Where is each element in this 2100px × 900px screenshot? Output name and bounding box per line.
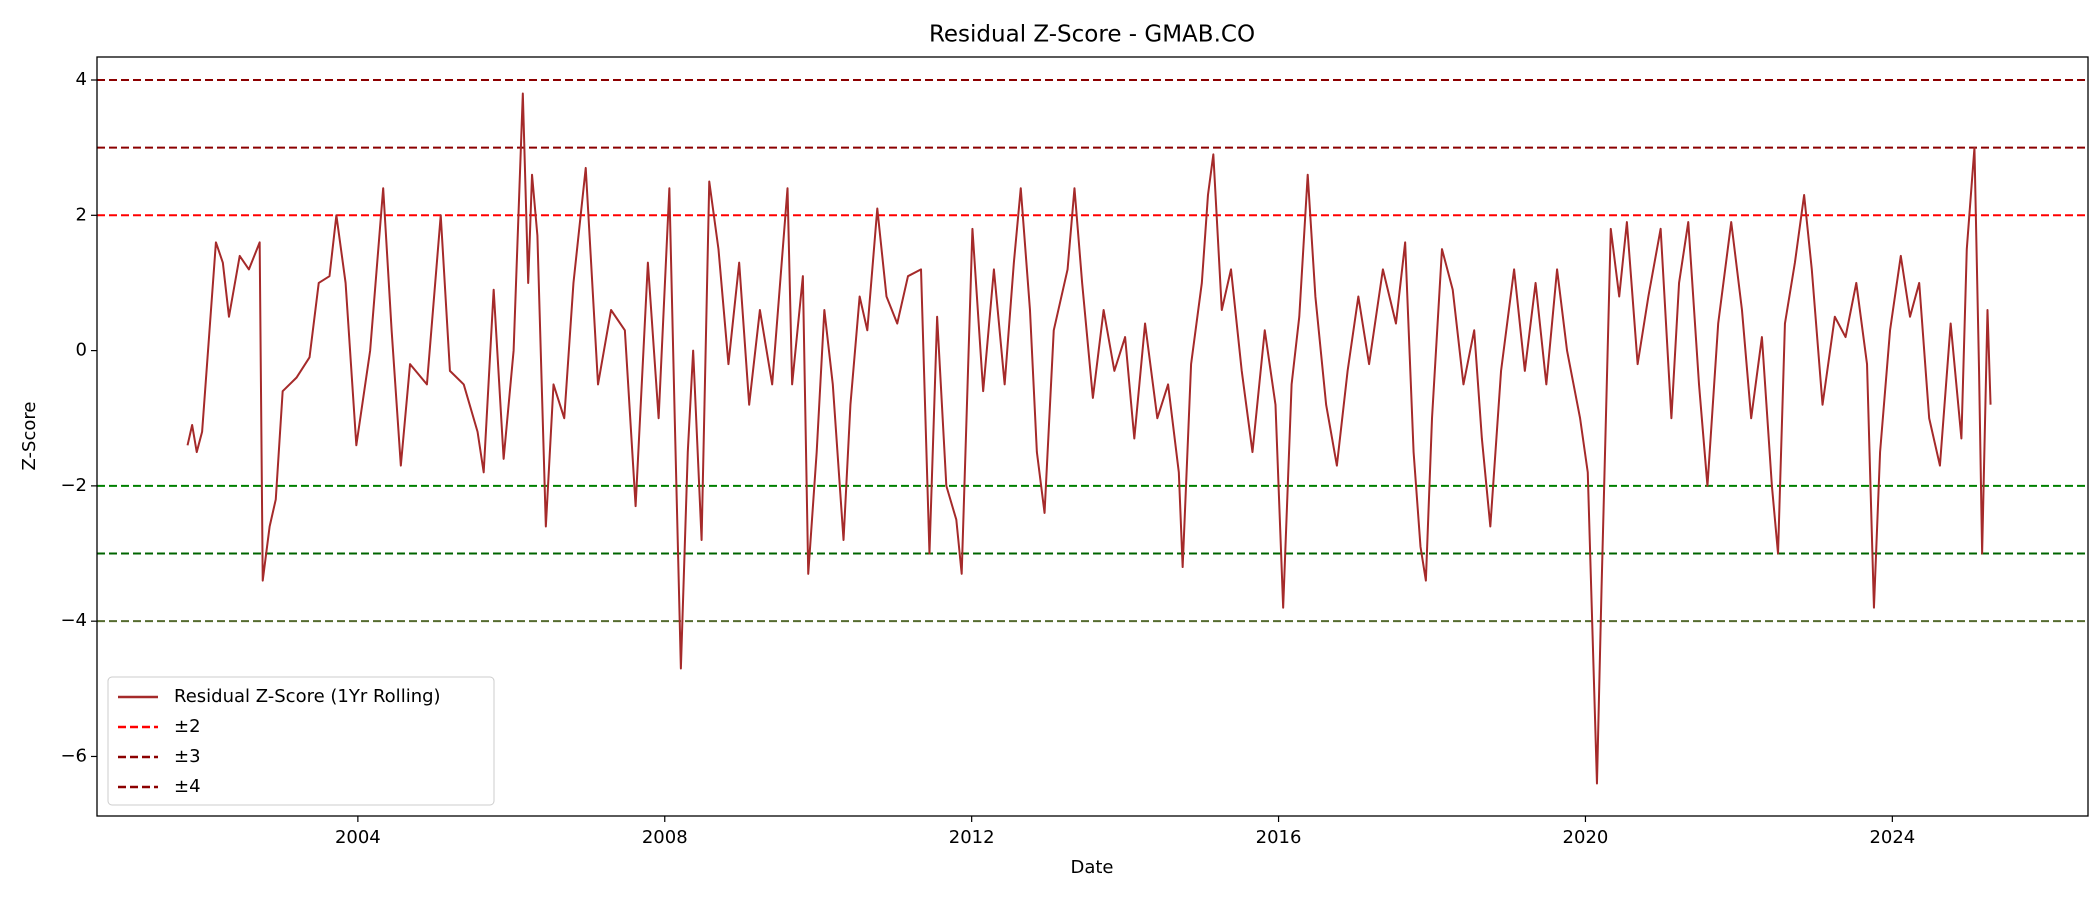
x-tick-label: 2020 [1563,827,1609,848]
y-tick-label: 4 [76,69,87,90]
chart-title: Residual Z-Score - GMAB.CO [929,22,1255,48]
x-axis-label: Date [1070,857,1113,878]
x-tick-label: 2008 [642,827,688,848]
y-tick-label: −2 [60,475,87,496]
y-tick-label: 2 [76,204,87,225]
y-tick-label: −4 [60,610,87,631]
plot-frame [96,56,2089,817]
x-tick-label: 2004 [335,827,381,848]
y-axis-label: Z-Score [19,402,40,471]
legend-label: Residual Z-Score (1Yr Rolling) [174,686,441,707]
legend-box [107,676,495,806]
legend-label: ±2 [174,716,201,737]
series-line [186,92,1992,785]
x-tick-label: 2012 [949,827,995,848]
x-tick-label: 2024 [1869,827,1915,848]
legend-label: ±4 [174,776,201,797]
y-tick-label: 0 [76,340,87,361]
legend-label: ±3 [174,746,201,767]
y-tick-label: −6 [60,745,87,766]
x-tick-label: 2016 [1256,827,1302,848]
